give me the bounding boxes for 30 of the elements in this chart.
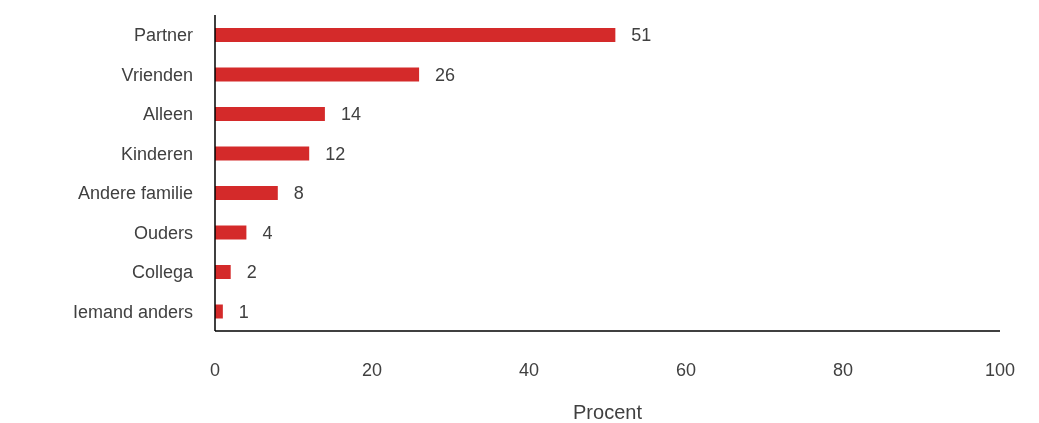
data-label: 4 [262, 222, 273, 243]
bar [215, 186, 278, 200]
data-label: 51 [631, 25, 652, 46]
x-tick-label: 40 [518, 359, 540, 380]
bar [215, 225, 247, 240]
bar [215, 28, 616, 42]
y-tick-label: Collega [131, 262, 194, 283]
data-label: 12 [325, 143, 346, 164]
data-label: 1 [238, 301, 249, 322]
data-label: 8 [293, 183, 304, 204]
y-tick-label: Alleen [142, 104, 193, 125]
y-tick-label: Iemand anders [72, 301, 193, 322]
x-tick-label: 100 [984, 359, 1016, 380]
bar [215, 67, 420, 82]
bar [215, 265, 231, 279]
data-label: 26 [435, 64, 456, 85]
data-label: 2 [246, 262, 257, 283]
x-tick-label: 0 [209, 359, 221, 380]
x-tick-label: 80 [832, 359, 854, 380]
x-tick-label: 60 [675, 359, 697, 380]
data-label: 14 [340, 104, 361, 125]
y-tick-label: Ouders [133, 222, 193, 243]
x-axis-title: Procent [573, 401, 643, 423]
y-tick-label: Andere familie [77, 183, 193, 204]
y-tick-label: Vrienden [121, 64, 193, 85]
y-tick-label: Partner [133, 25, 193, 46]
bar [215, 146, 310, 161]
y-tick-label: Kinderen [120, 143, 193, 164]
x-tick-label: 20 [361, 359, 383, 380]
bar [215, 107, 325, 121]
